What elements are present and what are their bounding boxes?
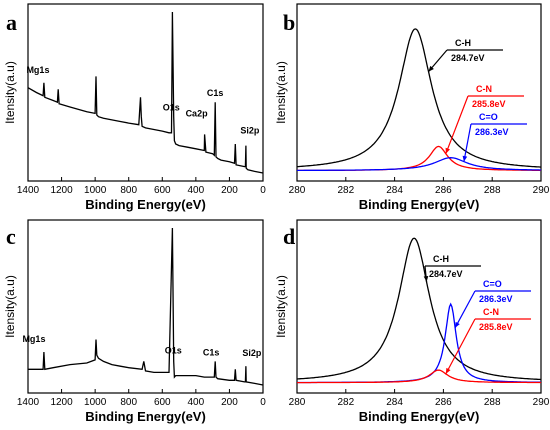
pointer-arrow xyxy=(463,123,472,162)
x-tick-label: 0 xyxy=(260,185,266,196)
peak-annotation: Si2p xyxy=(242,348,262,358)
x-tick-label: 600 xyxy=(154,397,171,408)
x-tick-label: 1000 xyxy=(84,397,107,408)
peak-annotation: O1s xyxy=(165,345,182,355)
pointer-arrow xyxy=(454,290,476,329)
panel-letter: d xyxy=(283,224,295,249)
x-tick-label: 286 xyxy=(435,397,452,408)
x-axis-label: Binding Energy(eV) xyxy=(85,197,206,212)
x-tick-label: 288 xyxy=(484,185,501,196)
peak-annotation: C1s xyxy=(203,347,220,357)
x-tick-label: 400 xyxy=(188,185,205,196)
x-axis-label: Binding Energy(eV) xyxy=(359,197,480,212)
panel-letter: b xyxy=(283,10,295,35)
peak-curve-c-o xyxy=(297,157,541,172)
survey-spectrum-line xyxy=(27,11,264,174)
panel-c: 1400 1200 1000 800 600 400 200 0 Binding Energy(… xyxy=(3,219,266,424)
arrow-head xyxy=(445,147,450,154)
x-tick-label: 600 xyxy=(154,185,171,196)
arrow-head xyxy=(445,367,451,374)
x-tick-label: 1200 xyxy=(50,185,73,196)
peak-annotation: Mg1s xyxy=(22,334,45,344)
panel-a: 1400 1200 1000 800 600 400 200 0 Binding Energy(… xyxy=(3,3,266,212)
panel-b: 280 282 284 286 288 290 Binding Energy(eV) Iten… xyxy=(274,3,550,212)
x-tick-label: 284 xyxy=(386,185,403,196)
y-axis-label: Itensity(a.u) xyxy=(274,61,288,124)
plot-frame xyxy=(27,3,264,182)
peak-name-label: C=O xyxy=(479,112,498,122)
arrow-head xyxy=(462,155,468,162)
peak-annotation: O1s xyxy=(163,103,180,113)
plot-frame xyxy=(296,219,542,394)
x-tick-label: 1000 xyxy=(84,185,107,196)
x-tick-label: 288 xyxy=(484,397,501,408)
plot-frame xyxy=(27,219,264,394)
arrow-head xyxy=(423,276,429,282)
peak-annotation: C1s xyxy=(207,88,224,98)
survey-spectrum-line xyxy=(28,227,264,386)
x-tick-label: 1200 xyxy=(50,397,73,408)
x-tick-label: 1400 xyxy=(17,397,40,408)
y-axis-label: Itensity(a.u) xyxy=(3,61,17,124)
x-tick-label: 0 xyxy=(260,397,266,408)
arrow-head xyxy=(428,65,434,72)
peak-curve-c-h xyxy=(296,237,542,381)
plot-frame xyxy=(296,3,542,182)
x-tick-label: 290 xyxy=(533,185,550,196)
peak-energy-label: 284.7eV xyxy=(429,269,463,279)
peak-annotation: Si2p xyxy=(240,126,260,136)
peak-curve-c-n xyxy=(297,369,541,384)
peak-name-label: C-N xyxy=(483,307,499,317)
x-tick-label: 282 xyxy=(337,185,354,196)
panel-letter: c xyxy=(6,224,16,249)
y-axis-label: Itensity(a.u) xyxy=(274,275,288,338)
x-axis-label: Binding Energy(eV) xyxy=(85,409,206,424)
x-tick-label: 280 xyxy=(289,185,306,196)
peak-name-label: C-N xyxy=(476,84,492,94)
peak-name-label: C-H xyxy=(433,254,449,264)
x-tick-label: 284 xyxy=(386,397,403,408)
peak-energy-label: 285.8eV xyxy=(479,322,513,332)
peak-name-label: C-H xyxy=(455,38,471,48)
peak-energy-label: 284.7eV xyxy=(451,53,485,63)
pointer-arrow xyxy=(445,95,469,154)
x-tick-label: 290 xyxy=(533,397,550,408)
panel-letter: a xyxy=(6,10,17,35)
arrow-head xyxy=(455,321,460,328)
x-axis-label: Binding Energy(eV) xyxy=(359,409,480,424)
peak-curve-c-o xyxy=(297,302,541,384)
x-tick-label: 280 xyxy=(289,397,306,408)
peak-annotation: Mg1s xyxy=(26,65,49,75)
peak-curve-c-h xyxy=(297,28,542,168)
x-tick-label: 286 xyxy=(435,185,452,196)
x-tick-label: 1400 xyxy=(17,185,40,196)
x-tick-label: 282 xyxy=(337,397,354,408)
panel-d: 280 282 284 286 288 290 Binding Energy(eV) Iten… xyxy=(274,219,550,424)
y-axis-label: Itensity(a.u) xyxy=(3,275,17,338)
pointer-arrow xyxy=(445,318,476,375)
x-tick-label: 800 xyxy=(120,397,137,408)
x-tick-label: 800 xyxy=(120,185,137,196)
peak-energy-label: 286.3eV xyxy=(475,127,509,137)
x-tick-label: 200 xyxy=(221,397,238,408)
peak-energy-label: 286.3eV xyxy=(479,294,513,304)
x-tick-label: 400 xyxy=(188,397,205,408)
peak-energy-label: 285.8eV xyxy=(472,99,506,109)
peak-annotation: Ca2p xyxy=(186,108,209,118)
peak-name-label: C=O xyxy=(483,279,502,289)
x-tick-label: 200 xyxy=(221,185,238,196)
